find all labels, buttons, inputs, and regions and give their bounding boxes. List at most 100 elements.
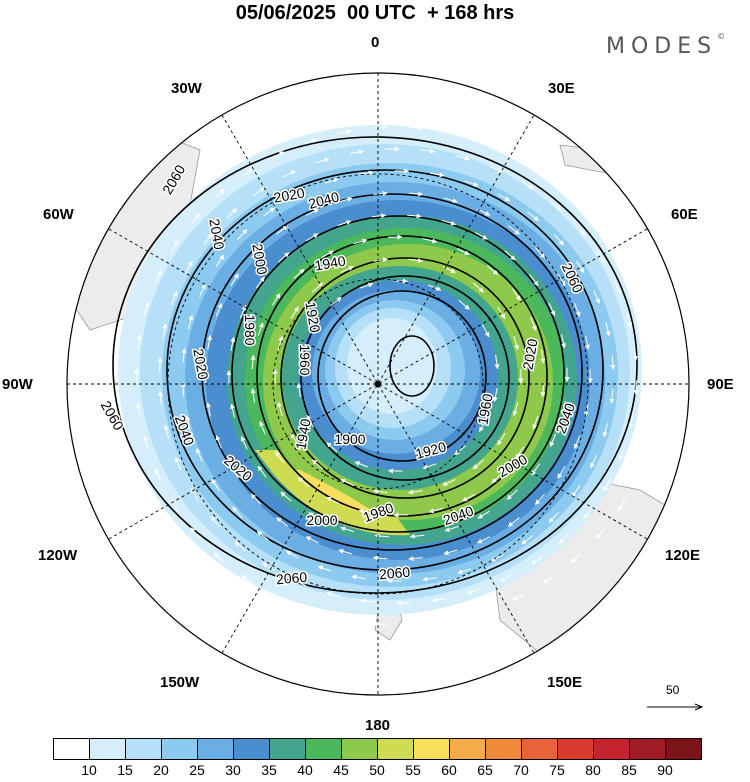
- wind-vector: [407, 213, 422, 219]
- meridian-60: [108, 228, 648, 540]
- wind-vector: [308, 319, 318, 333]
- wind-vector: [529, 274, 539, 287]
- wind-vector: [293, 268, 305, 279]
- wind-vector: [275, 451, 285, 464]
- lon-label-180: 180: [365, 717, 391, 734]
- wind-vector: [626, 313, 633, 328]
- contour-2020: [201, 193, 583, 551]
- wind-vector: [311, 459, 324, 470]
- wind-vector: [280, 491, 292, 502]
- wind-vector: [481, 324, 490, 338]
- wind-vector: [337, 129, 353, 135]
- wind-vector: [549, 433, 557, 447]
- wind-vector: [573, 435, 581, 450]
- wind-vector: [154, 468, 162, 482]
- wind-vector: [499, 574, 514, 582]
- wind-vector: [634, 270, 642, 284]
- wind-vector: [190, 487, 199, 501]
- colorbar-swatch: [557, 738, 594, 760]
- wind-vector: [489, 165, 503, 173]
- lon-label-90w: 90W: [2, 376, 33, 393]
- lon-label-90e: 90E: [707, 376, 734, 393]
- wind-vector: [241, 168, 254, 178]
- wind-vector: [548, 302, 556, 316]
- colorbar-tick-label: 75: [549, 762, 565, 778]
- wind-vector: [531, 463, 541, 476]
- wind-vector: [162, 323, 168, 338]
- wind-vector: [408, 622, 423, 628]
- wind-vector: [511, 593, 525, 601]
- lon-label-30w: 30W: [171, 80, 202, 97]
- wind-vector: [157, 357, 163, 372]
- wind-vector: [603, 478, 612, 492]
- wind-vector: [308, 512, 322, 521]
- wind-vector: [211, 478, 220, 492]
- wind-vector: [455, 155, 470, 161]
- colorbar-tick-label: 20: [153, 762, 169, 778]
- wind-band-inner-10: [347, 318, 437, 414]
- contour-label: 1960: [297, 344, 313, 375]
- wind-vector: [181, 348, 187, 363]
- wind-vector: [507, 517, 520, 527]
- wind-vector: [234, 541, 246, 552]
- contour-label: 1900: [334, 431, 365, 447]
- wind-vector: [196, 448, 203, 462]
- wind-vector: [230, 273, 239, 286]
- contour-label: 2060: [378, 564, 411, 583]
- wind-vectors: [134, 124, 662, 628]
- wind-vector: [561, 334, 566, 349]
- wind-vector: [163, 424, 170, 439]
- wind-vector: [605, 322, 611, 337]
- wind-vector: [408, 191, 424, 197]
- wind-vector: [340, 526, 355, 533]
- wind-vector: [305, 536, 319, 544]
- lon-label-120e: 120E: [665, 547, 701, 564]
- wind-vector: [321, 250, 335, 259]
- wind-vector: [290, 306, 299, 319]
- colorbar-tick-label: 55: [405, 762, 421, 778]
- colorbar-swatch: [269, 738, 306, 760]
- wind-vector: [428, 507, 443, 514]
- contour-1900: [389, 335, 435, 397]
- wind-vector: [271, 593, 285, 601]
- wind-vector: [372, 555, 388, 561]
- wind-vector: [596, 527, 606, 539]
- wind-vector: [477, 510, 491, 519]
- wind-vector: [610, 355, 616, 371]
- lon-label-60w: 60W: [43, 206, 74, 223]
- wind-vector: [478, 419, 488, 433]
- wind-vector: [490, 554, 504, 562]
- wind-vector: [250, 247, 262, 259]
- wind-vector: [540, 382, 546, 398]
- wind-vector: [443, 549, 458, 556]
- wind-vector: [276, 517, 289, 527]
- wind-vector: [422, 463, 437, 470]
- wind-vector: [374, 533, 389, 539]
- wind-vector: [472, 459, 485, 470]
- wind-vector: [477, 208, 491, 216]
- contour-2060: [112, 136, 638, 594]
- wind-vector: [373, 124, 388, 130]
- wind-vector: [521, 181, 534, 190]
- lon-label-30e: 30E: [548, 80, 575, 97]
- wind-vector: [654, 335, 660, 350]
- wind-vector: [497, 433, 506, 446]
- wind-vector: [296, 382, 302, 398]
- wind-vector: [290, 432, 299, 446]
- wind-vector: [486, 265, 499, 275]
- wind-vector: [359, 170, 374, 176]
- wind-vector: [457, 568, 472, 575]
- wind-vector: [354, 461, 369, 468]
- contour-1940: [300, 275, 510, 481]
- colorbar-tick-label: 85: [621, 762, 637, 778]
- wind-vector: [504, 250, 516, 261]
- brand-name: MODES: [606, 34, 718, 59]
- wind-vector: [542, 574, 555, 584]
- wind-vector: [478, 607, 493, 614]
- colorbar-swatch: [413, 738, 450, 760]
- wind-vector: [326, 442, 338, 453]
- wind-vector: [207, 335, 213, 350]
- wind-vector: [226, 208, 238, 219]
- wind-vector: [337, 220, 352, 227]
- wind-vector: [597, 251, 606, 265]
